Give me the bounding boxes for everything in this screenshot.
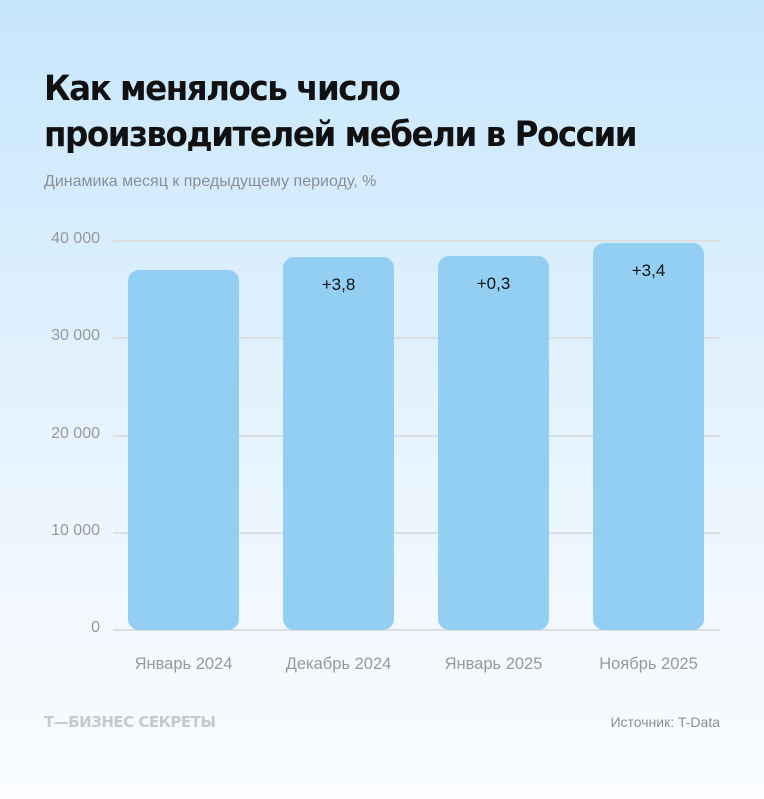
gridline <box>113 434 720 437</box>
gridline <box>113 531 720 534</box>
bar <box>593 242 704 630</box>
x-axis-category-label: Январь 2024 <box>134 655 233 673</box>
gridline <box>113 240 720 242</box>
bar-change-label: +3,8 <box>321 274 356 294</box>
bar <box>128 270 239 630</box>
y-axis-tick-label: 40 000 <box>51 230 100 247</box>
x-axis-category-label: Декабрь 2024 <box>285 655 392 673</box>
y-axis-tick-label: 30 000 <box>51 327 100 345</box>
x-axis-category-label: Январь 2025 <box>444 655 543 673</box>
chart-title: Как менялось число производителей мебели… <box>44 69 638 155</box>
gridline <box>113 629 720 631</box>
y-axis-tick-label: 20 000 <box>51 424 100 442</box>
bar <box>438 255 549 630</box>
gridline <box>113 337 720 340</box>
y-axis-tick-label: 10 000 <box>51 521 100 539</box>
bar-change-label: +3,4 <box>631 260 666 280</box>
y-axis-tick-label: 0 <box>91 619 100 636</box>
chart-subtitle: Динамика месяц к предыдущему периоду, % <box>44 173 377 190</box>
x-axis-category-label: Ноябрь 2025 <box>599 655 698 673</box>
bar-change-label: +0,3 <box>476 273 511 293</box>
brand-logo: Т—БИЗНЕС СЕКРЕТЫ <box>44 713 216 731</box>
bar <box>283 256 394 630</box>
source-note: Источник: T-Data <box>610 714 720 730</box>
